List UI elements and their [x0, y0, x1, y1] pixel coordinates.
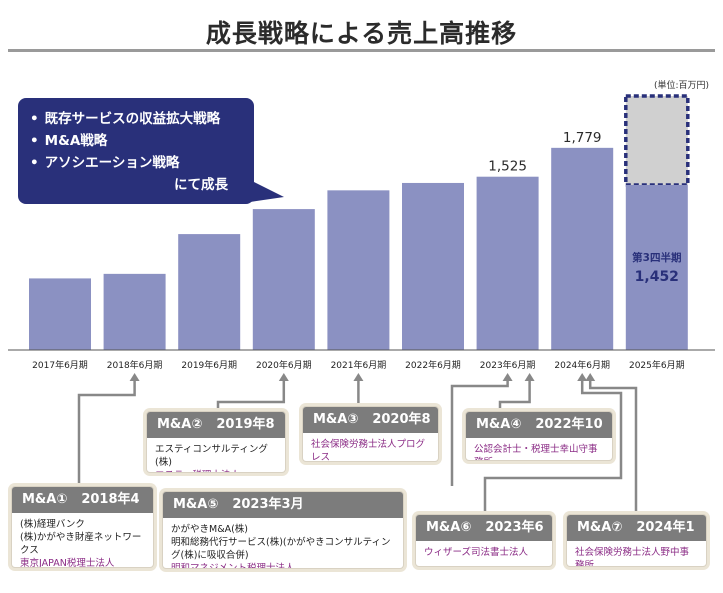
deal-card-body: ウィザーズ司法書士法人: [416, 541, 552, 564]
deal-card-ma3: M&A③ 2020年8月 社会保険労務士法人プログレス: [302, 406, 439, 462]
x-tick-label: 2025年6月期: [629, 359, 685, 371]
deal-company: ウィザーズ司法書士法人: [424, 547, 529, 558]
arrow-head: [502, 373, 513, 381]
bar: [103, 273, 166, 350]
deal-card-body: 公認会計士・税理士幸山守事務所: [466, 438, 612, 460]
deal-date: 2020年8月: [313, 412, 431, 453]
bar: [327, 190, 390, 350]
deal-company: (株)経理バンク: [20, 519, 85, 530]
title-underline: [8, 49, 715, 52]
deal-code: M&A⑦: [577, 520, 623, 535]
arrow-head: [585, 373, 596, 381]
bar-value-label: 1,525: [488, 159, 527, 175]
deal-company: 社会保険労務士法人プログレス: [311, 439, 426, 462]
deal-code: M&A②: [157, 417, 203, 432]
bar: [551, 147, 614, 350]
x-tick-label: 2024年6月期: [554, 359, 610, 371]
deal-code: M&A①: [22, 492, 68, 507]
deal-card-header: M&A⑤ 2023年3月: [163, 492, 403, 518]
deal-card-header: M&A① 2018年4月: [12, 487, 153, 533]
x-tick-label: 2020年6月期: [256, 359, 312, 371]
deal-card-header: M&A⑦ 2024年1月: [567, 515, 706, 561]
bar: [29, 278, 91, 350]
deal-code: M&A④: [476, 417, 522, 432]
deal-company: エスティコンサルティング(株): [155, 444, 268, 468]
connector-line: [77, 380, 136, 486]
bar-value-label: 1,779: [563, 130, 602, 146]
deal-company: (株)かがやき財産ネットワークス: [20, 532, 142, 556]
arrow-head: [129, 373, 140, 381]
deal-card-header: M&A③ 2020年8月: [303, 407, 438, 453]
deal-card-header: M&A⑥ 2023年6月: [416, 515, 552, 561]
deal-card-header: M&A② 2019年8月: [147, 412, 285, 458]
connector-line: [216, 380, 286, 411]
bar: [178, 234, 241, 350]
deal-company: かがやきM&A(株): [171, 524, 249, 535]
bar: [625, 185, 688, 350]
callout-pointer: [250, 180, 284, 202]
deal-card-body: エスティコンサルティング(株)エスティ税理士法人: [147, 438, 285, 472]
arrow-head: [524, 373, 535, 381]
connector-line: [450, 380, 509, 486]
arrow-head: [278, 373, 289, 381]
deal-card-ma6: M&A⑥ 2023年6月 ウィザーズ司法書士法人: [415, 514, 553, 567]
deal-code: M&A⑤: [173, 497, 219, 512]
bar: [252, 209, 315, 350]
bar: [402, 182, 464, 350]
unit-label: (単位:百万円): [653, 81, 709, 91]
page-title: 成長戦略による売上高推移: [205, 19, 518, 48]
last-bar-value: 1,452: [635, 269, 679, 285]
deal-code: M&A③: [313, 412, 359, 427]
x-tick-label: 2023年6月期: [480, 359, 536, 371]
deal-company: エスティ税理士法人: [155, 469, 277, 472]
last-bar-period: 第3四半期: [632, 251, 681, 264]
connector-line: [588, 380, 638, 514]
deal-company: 明和総務代行サービス(株)(かがやきコンサルティング(株)に吸収合併): [171, 537, 391, 561]
callout-item: M&A戦略: [30, 130, 242, 152]
deal-card-header: M&A④ 2022年10月: [466, 412, 612, 458]
callout-item: 既存サービスの収益拡大戦略: [30, 108, 242, 130]
x-tick-label: 2021年6月期: [331, 359, 387, 371]
deal-date: 2023年6月: [426, 520, 544, 561]
deal-company: 東京JAPAN税理士法人: [20, 558, 115, 568]
x-tick-label: 2022年6月期: [405, 359, 461, 371]
deal-card-body: かがやきM&A(株) 明和総務代行サービス(株)(かがやきコンサルティング(株)に…: [163, 518, 403, 569]
projection-box: [624, 94, 690, 187]
deal-card-ma1: M&A① 2018年4月 (株)経理バンク (株)かがやき財産ネットワークス東京JAP…: [11, 486, 154, 568]
arrow-head: [353, 373, 364, 381]
deal-company: 明和マネジメント税理士法人: [171, 563, 295, 569]
arrow-head: [577, 373, 588, 381]
deal-date: 2024年1月: [577, 520, 695, 561]
deal-date: 2019年8月: [157, 417, 275, 458]
callout-tail-text: にて成長: [174, 177, 228, 193]
deal-card-ma5: M&A⑤ 2023年3月かがやきM&A(株) 明和総務代行サービス(株)(かがやきコ…: [162, 491, 404, 569]
deal-date: 2018年4月: [22, 492, 140, 533]
deal-card-body: (株)経理バンク (株)かがやき財産ネットワークス東京JAPAN税理士法人: [12, 513, 153, 568]
deal-company: 公認会計士・税理士幸山守事務所: [474, 444, 598, 460]
x-tick-label: 2018年6月期: [107, 359, 163, 371]
callout-item: アソシエーション戦略: [30, 152, 242, 174]
connector-line: [483, 380, 623, 514]
strategy-callout: 既存サービスの収益拡大戦略 M&A戦略 アソシエーション戦略 にて成長: [18, 98, 254, 204]
connector-line: [498, 380, 531, 411]
deal-date: 2022年10月: [476, 417, 603, 458]
deal-card-ma7: M&A⑦ 2024年1月 社会保険労務士法人野中事務所: [566, 514, 707, 567]
deal-card-body: 社会保険労務士法人野中事務所: [567, 541, 706, 567]
deal-date: 2023年3月: [232, 497, 304, 512]
deal-card-body: 社会保険労務士法人プログレス: [303, 433, 438, 462]
x-tick-label: 2019年6月期: [181, 359, 237, 371]
deal-code: M&A⑥: [426, 520, 472, 535]
deal-company: 社会保険労務士法人野中事務所: [575, 547, 690, 567]
x-tick-label: 2017年6月期: [32, 359, 88, 371]
bar: [476, 176, 539, 350]
